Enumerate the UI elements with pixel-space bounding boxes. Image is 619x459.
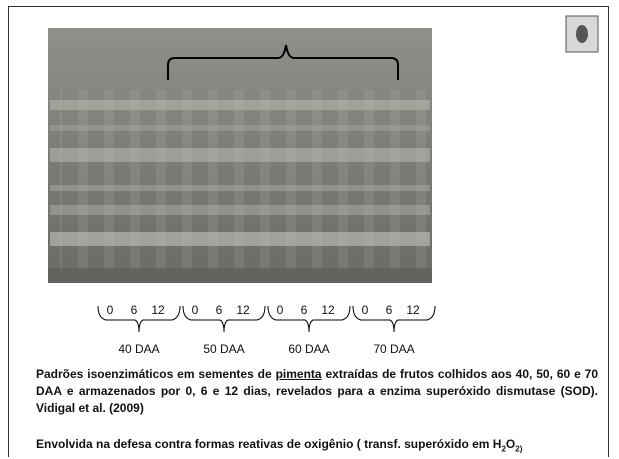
group-label: 70 DAA xyxy=(373,342,414,356)
group-label: 50 DAA xyxy=(203,342,244,356)
group-brace xyxy=(352,305,436,333)
lane-label: 12 xyxy=(406,303,420,317)
caption-underlined: pimenta xyxy=(275,367,322,381)
lane-label: 12 xyxy=(321,303,335,317)
lane-label: 0 xyxy=(277,303,284,317)
group-brace xyxy=(97,305,181,333)
note-text: O xyxy=(505,437,516,451)
caption-text: Padrões isoenzimáticos em sementes de xyxy=(36,367,276,381)
note-text: Envolvida na defesa contra formas reativ… xyxy=(36,437,502,451)
subscript: 2 xyxy=(501,444,506,454)
group-brace xyxy=(182,305,266,333)
lane-label: 6 xyxy=(216,303,223,317)
gel-image xyxy=(48,28,432,283)
lane-label: 6 xyxy=(301,303,308,317)
lane-label: 12 xyxy=(236,303,250,317)
subscript: 2) xyxy=(515,444,523,454)
group-label: 40 DAA xyxy=(118,342,159,356)
group-label: 60 DAA xyxy=(288,342,329,356)
lane-label: 6 xyxy=(131,303,138,317)
lane-label: 6 xyxy=(386,303,393,317)
logo-icon xyxy=(565,15,599,53)
caption-text: extraídas de frutos colhidos aos 40, 50,… xyxy=(36,367,598,415)
lane-label: 0 xyxy=(362,303,369,317)
figure-caption: Padrões isoenzimáticos em sementes de pi… xyxy=(36,366,598,417)
note: Envolvida na defesa contra formas reativ… xyxy=(36,437,522,453)
lane-label: 0 xyxy=(107,303,114,317)
group-brace xyxy=(267,305,351,333)
lane-label: 12 xyxy=(151,303,165,317)
slide-frame xyxy=(8,6,609,457)
lane-label: 0 xyxy=(192,303,199,317)
